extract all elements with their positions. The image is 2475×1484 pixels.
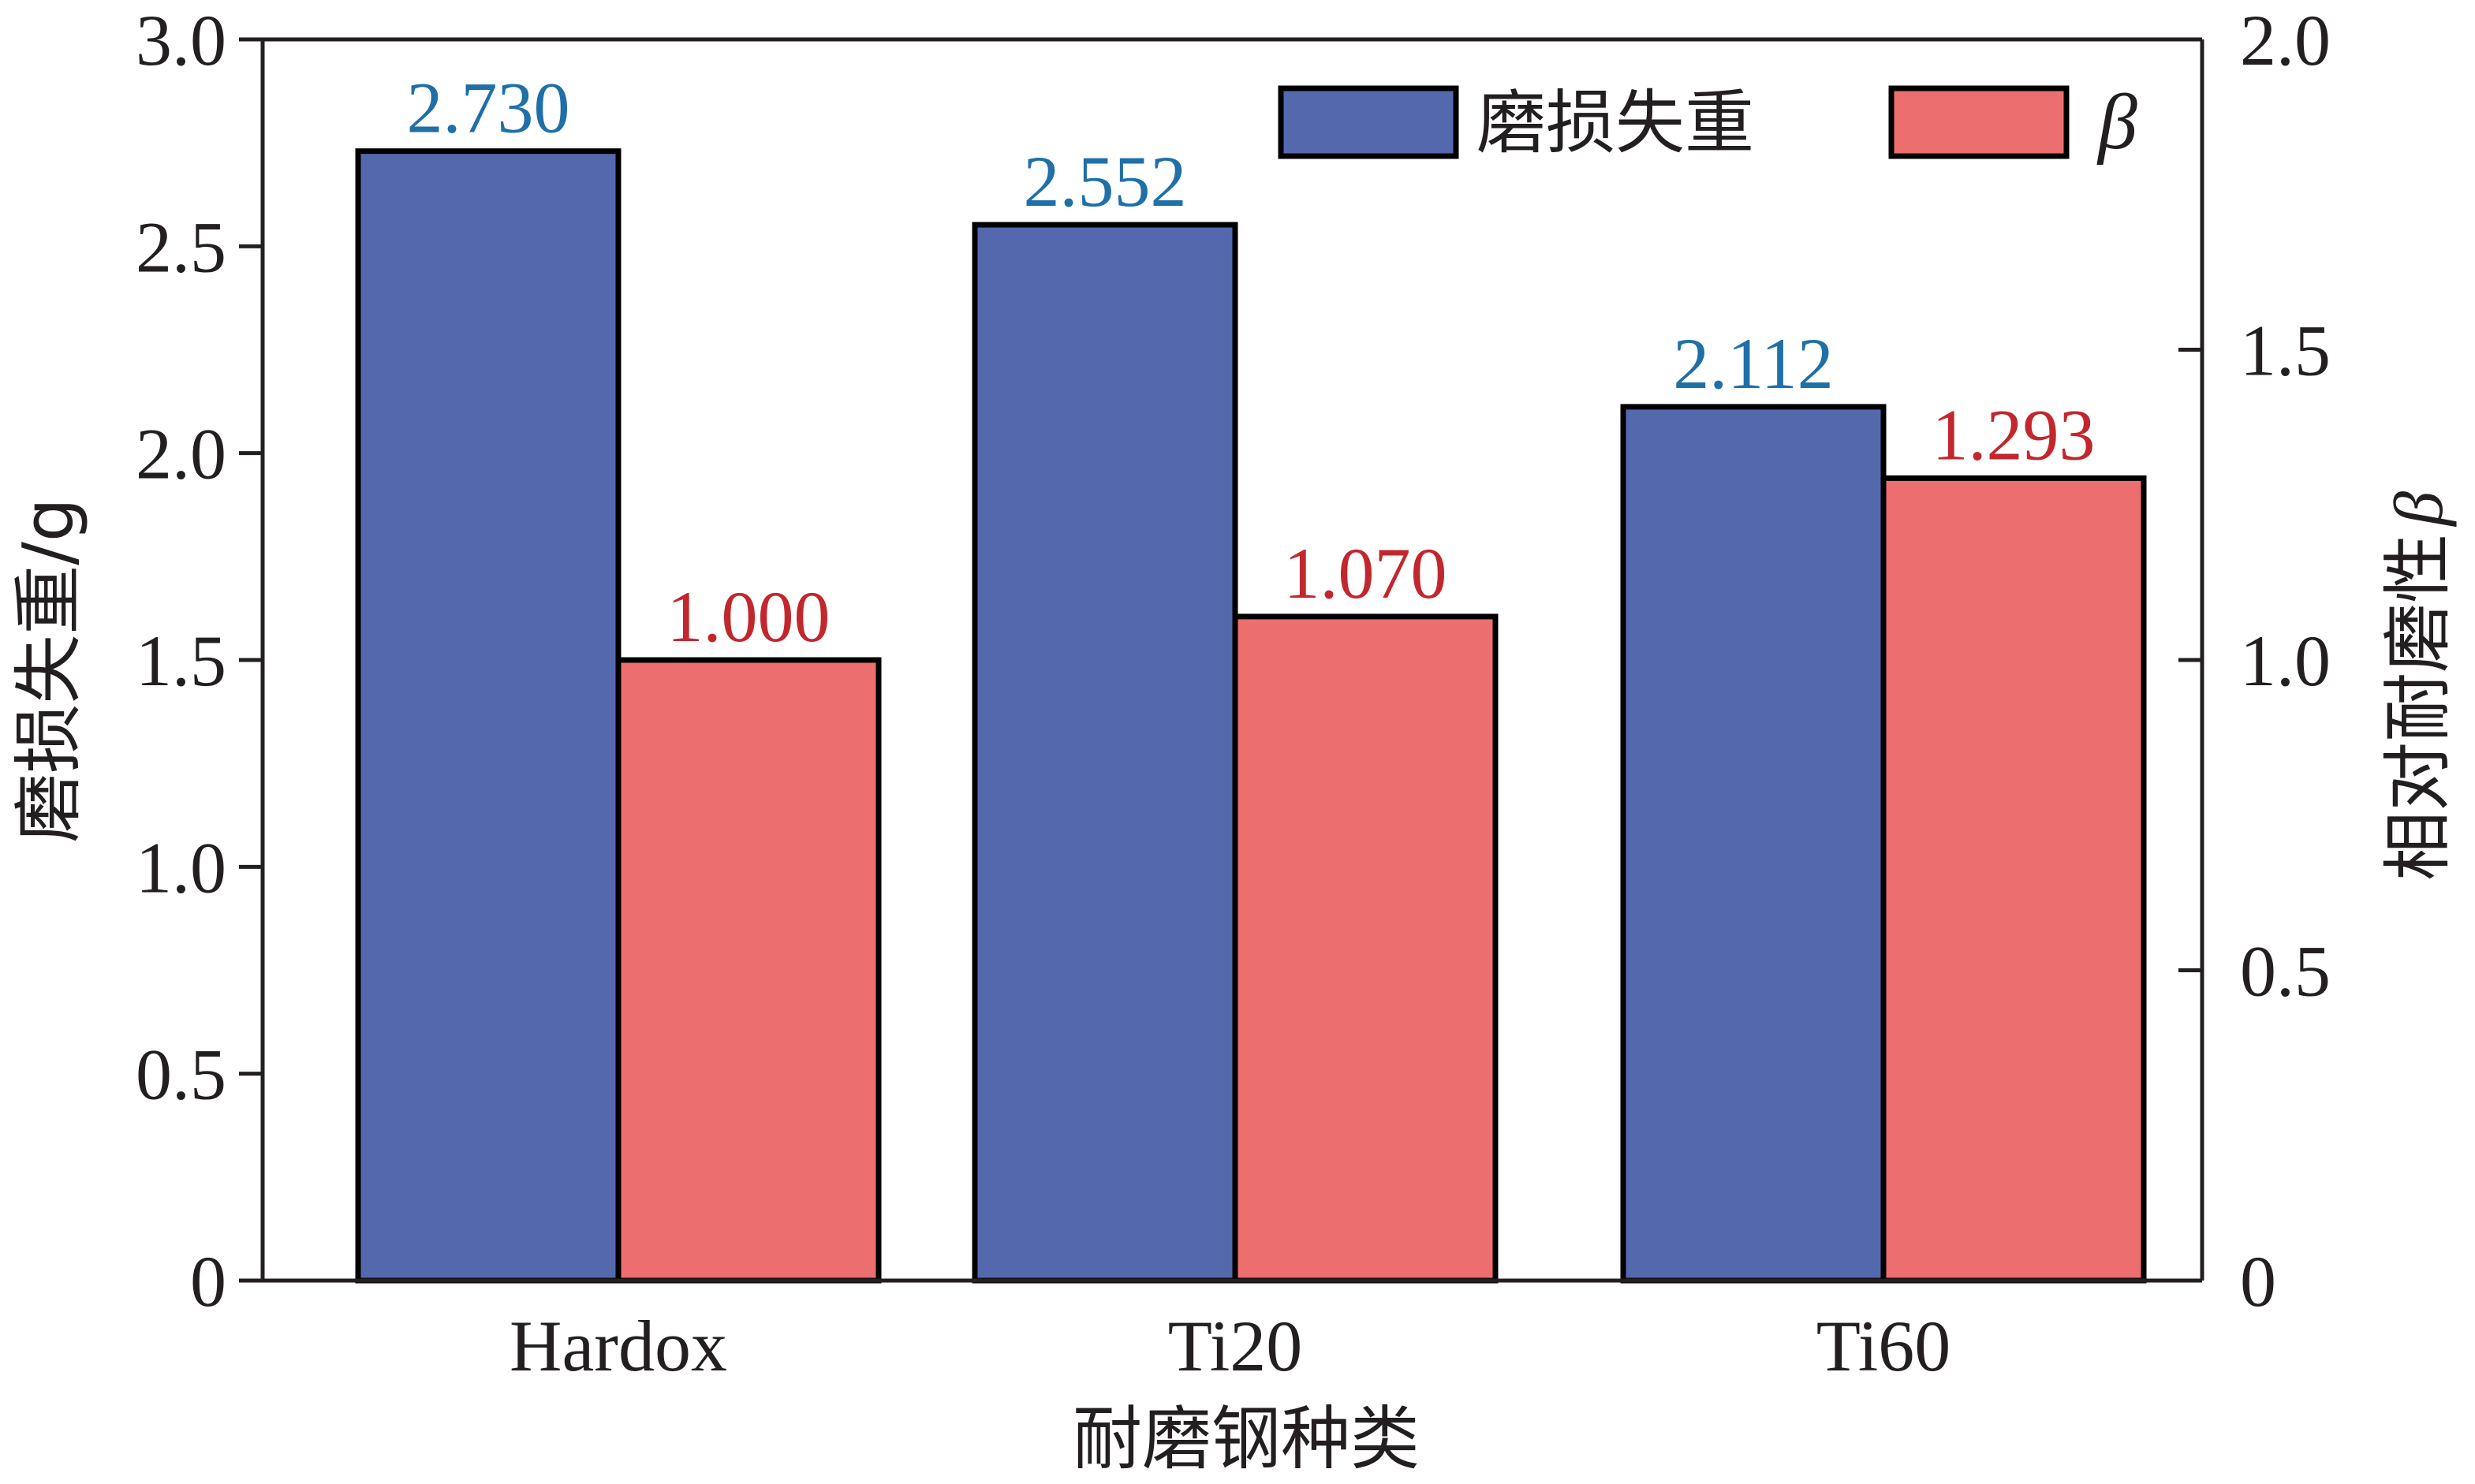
- y-tick-label-left: 1.5: [136, 621, 226, 701]
- y-tick-label-right: 1.5: [2240, 311, 2331, 391]
- legend: 磨损失重 β: [1278, 78, 2137, 166]
- x-tick-label: Hardox: [510, 1306, 727, 1386]
- x-tick-label: Ti60: [1816, 1306, 1951, 1386]
- y-tick-label-left: 3.0: [136, 0, 226, 80]
- axes: 0 0.5 1.0 1.5 2.0 2.5 3.0 0 0.5 1.0 1.5 2.0 Hardox Ti…: [136, 0, 2331, 1386]
- y-tick-label-left: 0.5: [136, 1035, 226, 1115]
- bar-wear-loss-hardox: [355, 148, 622, 1284]
- bar-beta-ti20: [1232, 613, 1499, 1284]
- x-axis-title: 耐磨钢种类: [1073, 1398, 1420, 1479]
- y-tick-label-right: 1.0: [2240, 621, 2331, 701]
- y-axis-title-right: 相对耐磨性 β: [2377, 491, 2458, 881]
- data-label-wear-loss: 2.730: [407, 68, 570, 148]
- y-tick-label-left: 2.5: [136, 207, 226, 287]
- data-label-wear-loss: 2.552: [1024, 141, 1187, 222]
- plot-area: 2.730 2.552 2.112 1.000 1.070 1.293: [355, 68, 2147, 1284]
- bar-wear-loss-ti20: [972, 222, 1238, 1284]
- x-tick-label: Ti20: [1168, 1306, 1303, 1386]
- y-tick-label-right: 2.0: [2240, 0, 2331, 80]
- y-axis-title-left: 磨损失重/g: [8, 498, 89, 843]
- y-axis-title-right-symbol: β: [2381, 491, 2458, 528]
- legend-swatch-wear-loss: [1278, 85, 1459, 159]
- y-tick-label-left: 1.0: [136, 827, 226, 908]
- y-tick-label-left: 2.0: [136, 414, 226, 494]
- legend-label-beta: β: [2096, 78, 2137, 166]
- legend-label-wear-loss: 磨损失重: [1476, 82, 1754, 163]
- data-label-beta: 1.293: [1932, 394, 2096, 475]
- y-axis-title-right-text: 相对耐磨性: [2377, 534, 2458, 881]
- y-tick-label-right: 0: [2240, 1241, 2276, 1322]
- bar-beta-hardox: [615, 657, 882, 1284]
- y-tick-label-right: 0.5: [2240, 931, 2331, 1012]
- data-label-beta: 1.070: [1284, 533, 1447, 613]
- y-tick-label-left: 0: [190, 1241, 226, 1322]
- data-label-beta: 1.000: [667, 576, 831, 657]
- bar-beta-ti60: [1880, 475, 2147, 1284]
- data-label-wear-loss: 2.112: [1673, 323, 1834, 404]
- legend-swatch-beta: [1888, 85, 2070, 159]
- bar-wear-loss-ti60: [1620, 404, 1887, 1284]
